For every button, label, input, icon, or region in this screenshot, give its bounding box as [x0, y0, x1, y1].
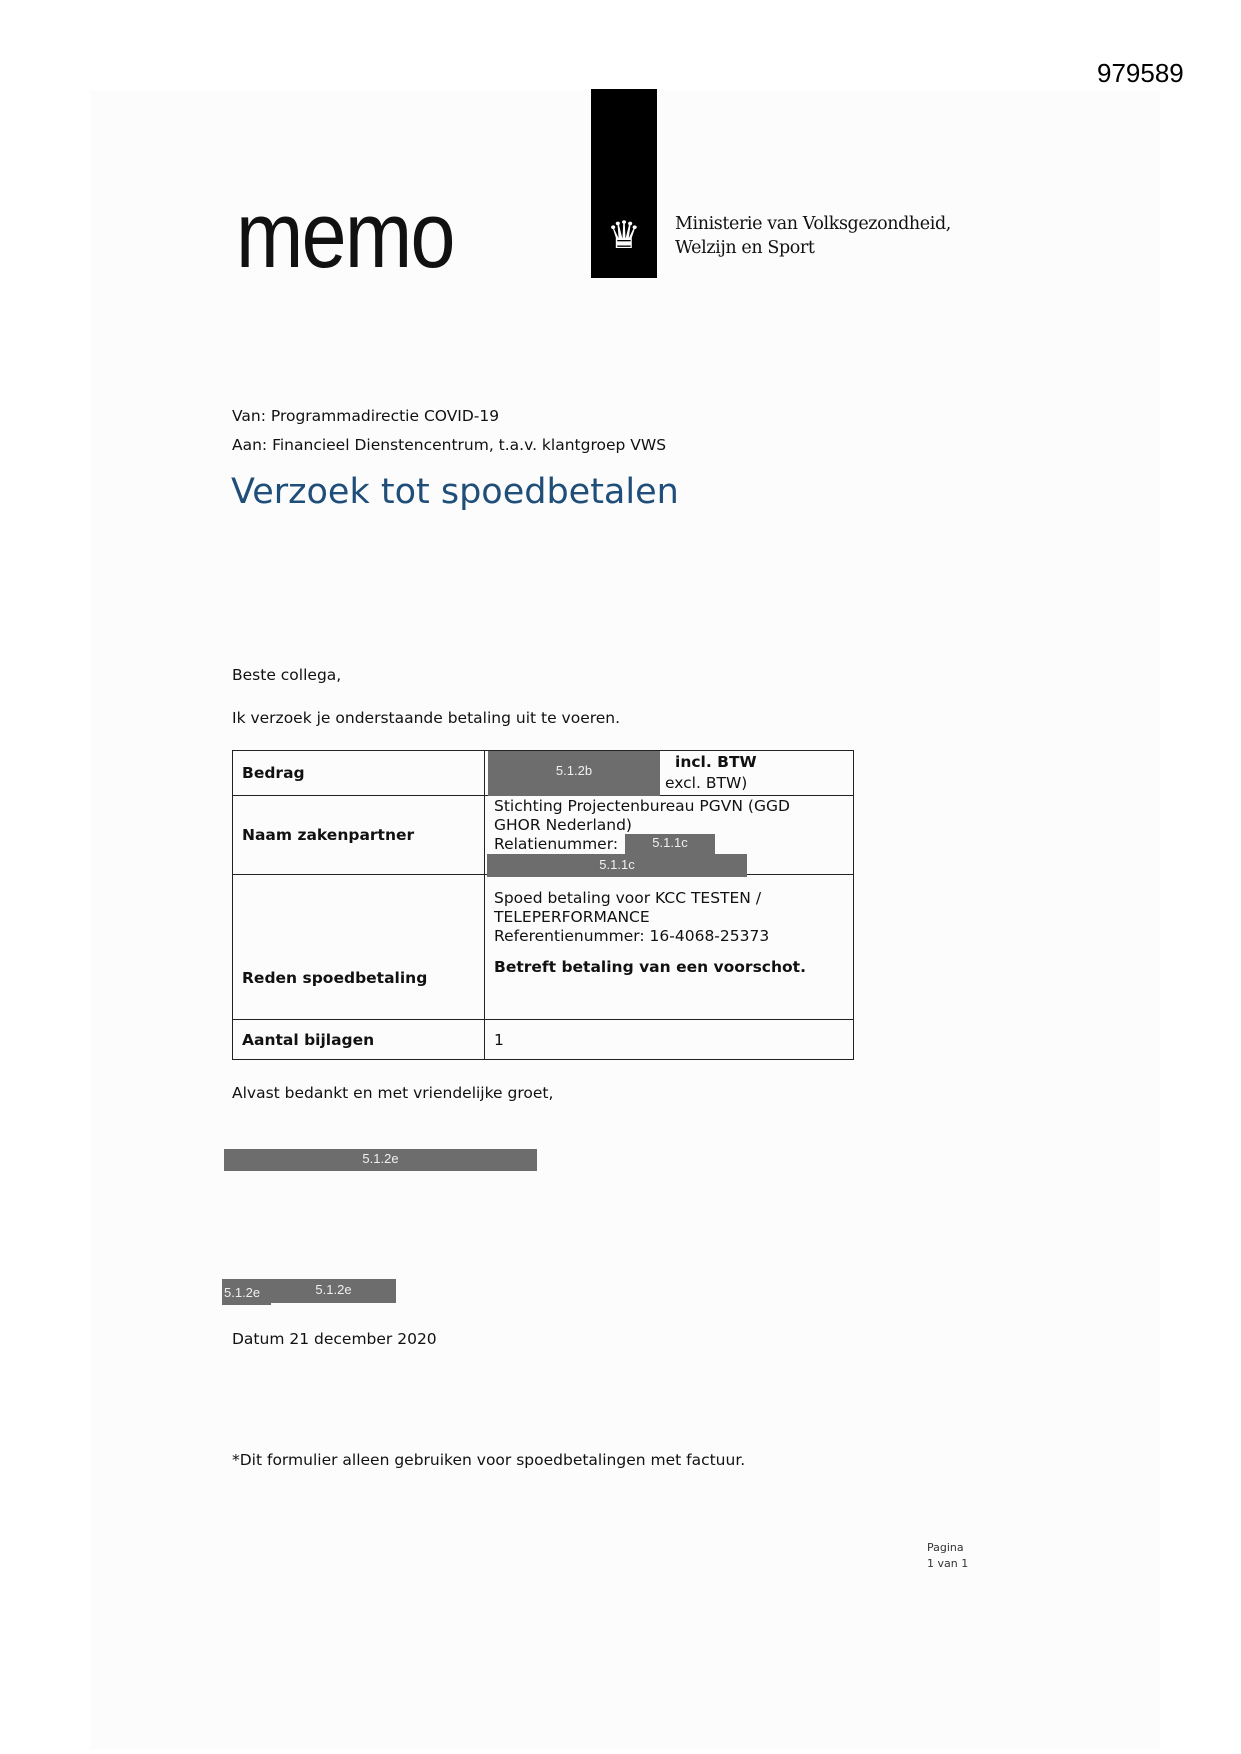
page-number: Pagina 1 van 1	[927, 1540, 968, 1572]
table-row: Naam zakenpartner Stichting Projectenbur…	[232, 795, 854, 877]
reden-note: Betreft betaling van een voorschot.	[494, 958, 806, 976]
page-label: Pagina	[927, 1541, 964, 1554]
bedrag-label: Bedrag	[232, 750, 485, 796]
page-count: 1 van 1	[927, 1557, 969, 1570]
bijlagen-value: 1	[484, 1019, 854, 1060]
partner-name: Stichting Projectenbureau PGVN (GGD GHOR…	[494, 797, 790, 834]
reden-value: Spoed betaling voor KCC TESTEN / TELEPER…	[484, 874, 854, 1020]
ministry-logo: ♛	[591, 89, 657, 278]
table-row: Bedrag 5.1.2b incl. BTW excl. BTW)	[232, 750, 854, 796]
ministry-line-1: Ministerie van Volksgezondheid,	[675, 214, 951, 234]
greeting: Beste collega,	[232, 666, 342, 684]
coat-of-arms-icon: ♛	[606, 213, 642, 257]
partner-label: Naam zakenpartner	[232, 795, 485, 875]
signature-redaction: 5.1.2e	[224, 1149, 537, 1171]
bijlagen-label: Aantal bijlagen	[232, 1019, 485, 1060]
reden-label: Reden spoedbetaling	[232, 874, 485, 1020]
bedrag-incl: incl. BTW	[675, 753, 757, 771]
closing-text: Alvast bedankt en met vriendelijke groet…	[232, 1084, 554, 1102]
bedrag-value: 5.1.2b incl. BTW excl. BTW)	[484, 750, 854, 796]
bedrag-excl: excl. BTW)	[665, 774, 748, 792]
date-line: Datum 21 december 2020	[232, 1330, 437, 1348]
redaction-box: 5.1.1c	[625, 834, 715, 854]
table-row: Reden spoedbetaling Spoed betaling voor …	[232, 874, 854, 1020]
ministry-line-2: Welzijn en Sport	[675, 238, 815, 258]
partner-value: Stichting Projectenbureau PGVN (GGD GHOR…	[484, 795, 854, 877]
relatie-label: Relatienummer:	[494, 835, 619, 853]
reden-description: Spoed betaling voor KCC TESTEN / TELEPER…	[494, 889, 762, 926]
footnote: *Dit formulier alleen gebruiken voor spo…	[232, 1451, 746, 1469]
redaction-box: 5.1.2b	[488, 751, 660, 796]
request-text: Ik verzoek je onderstaande betaling uit …	[232, 709, 621, 727]
page-title: Verzoek tot spoedbetalen	[231, 472, 679, 512]
redaction-box: 5.1.1c	[487, 854, 747, 877]
name-redaction: 5.1.2e	[271, 1279, 396, 1303]
to-line: Aan: Financieel Dienstencentrum, t.a.v. …	[232, 436, 667, 454]
reference-number: Referentienummer: 16-4068-25373	[494, 927, 770, 945]
ministry-name: Ministerie van Volksgezondheid, Welzijn …	[675, 212, 951, 260]
table-row: Aantal bijlagen 1	[232, 1019, 854, 1060]
document-number: 979589	[1097, 58, 1184, 88]
payment-table: Bedrag 5.1.2b incl. BTW excl. BTW) Naam …	[232, 750, 854, 1060]
name-redaction: 5.1.2e	[222, 1279, 271, 1305]
from-line: Van: Programmadirectie COVID-19	[232, 407, 500, 425]
memo-label: memo	[236, 182, 455, 287]
